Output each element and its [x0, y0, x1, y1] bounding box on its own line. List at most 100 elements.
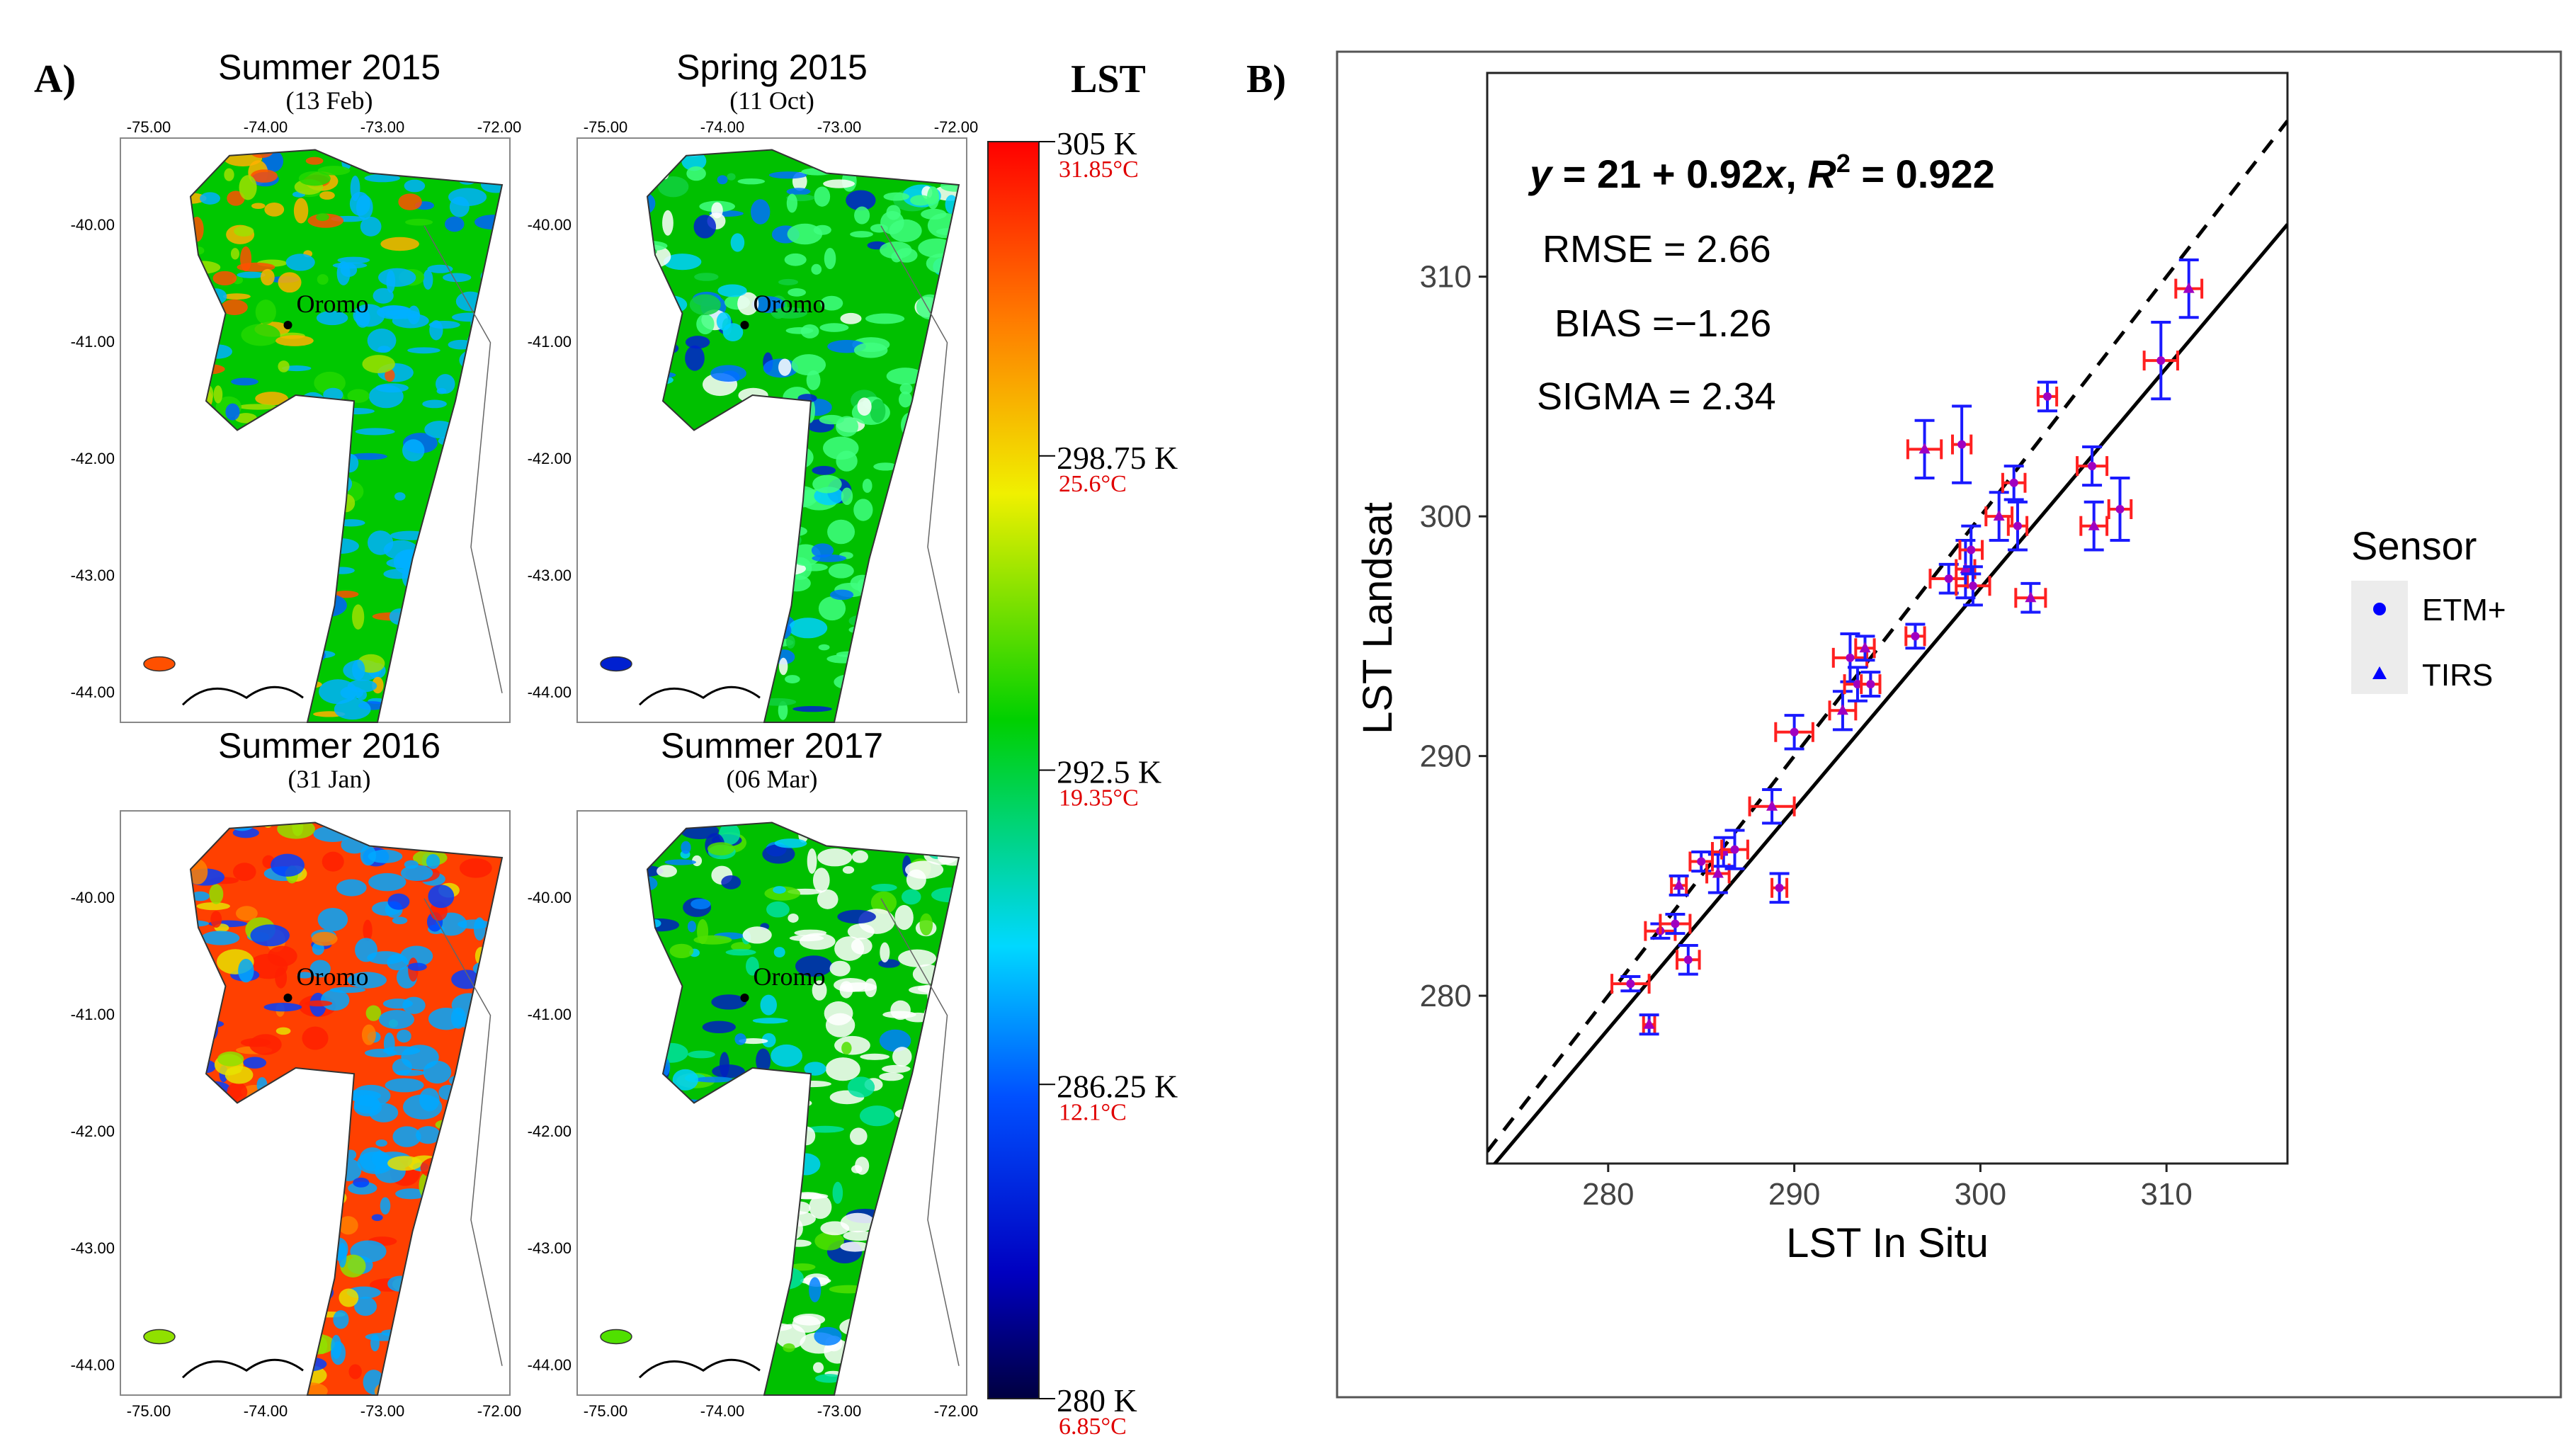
map-title: Summer 2017 [661, 726, 883, 766]
map-title: Spring 2015 [676, 47, 868, 87]
data-point [2079, 500, 2109, 552]
colorbar-c-label: 12.1°C [1059, 1099, 1127, 1125]
x-tick-label: 300 [1955, 1177, 2006, 1212]
border-line [424, 225, 503, 693]
tirs-marker [1859, 642, 1871, 653]
city-marker [283, 321, 292, 329]
colorbar-ticks: 305 K31.85°C 298.75 K25.6°C 292.5 K19.35°C… [1039, 125, 1178, 1440]
tirs-marker [2088, 519, 2100, 530]
data-point [1639, 1013, 1659, 1036]
colorbar-c-label: 25.6°C [1059, 471, 1127, 497]
city-marker [740, 321, 749, 329]
map-y-tick: -42.00 [71, 1122, 115, 1140]
data-point [1860, 671, 1882, 698]
data-point [1659, 913, 1692, 935]
data-point [2107, 477, 2133, 542]
y-axis-title: LST Landsat [1355, 502, 1401, 734]
tirs-marker [1643, 1018, 1655, 1029]
data-point [1769, 872, 1790, 904]
land-area [191, 149, 502, 722]
stat-rmse: RMSE = 2.66 [1542, 228, 1771, 271]
island [600, 656, 632, 672]
etm-marker [2115, 505, 2125, 513]
tirs-marker [1836, 704, 1848, 715]
etm-marker [1775, 883, 1784, 892]
coastline [638, 1358, 761, 1379]
map-x-tick: -72.00 [934, 118, 978, 136]
data-point [1955, 565, 1991, 607]
data-point [1676, 944, 1701, 976]
data-point [2001, 465, 2027, 501]
etm-marker [1683, 955, 1693, 965]
map-y-tick: -44.00 [528, 1356, 572, 1374]
map-y-tick: -43.00 [71, 1239, 115, 1257]
tirs-marker [1919, 443, 1931, 454]
legend-title: Sensor [2351, 523, 2477, 568]
etm-marker [1790, 727, 1799, 736]
map-date: (13 Feb) [286, 86, 373, 115]
colorbar-k-label: 298.75 K [1057, 440, 1178, 476]
data-point [1950, 404, 1973, 484]
island [600, 1329, 632, 1345]
map-title: Summer 2016 [218, 726, 440, 766]
colorbar [987, 141, 1040, 1399]
etm-marker [2009, 478, 2018, 487]
tirs-marker [1673, 879, 1685, 890]
eq-y: y [1528, 152, 1554, 196]
map-x-tick: -72.00 [477, 118, 521, 136]
island [143, 656, 176, 672]
data-point [1828, 690, 1858, 732]
colorbar-k-label: 280 K [1057, 1382, 1137, 1418]
map-x-tick: -73.00 [817, 118, 861, 136]
map-x-tick: -73.00 [360, 1402, 404, 1420]
map-date: (11 Oct) [729, 86, 814, 115]
panel-b-frame [1336, 50, 2562, 1399]
regression-equation: y = 21 + 0.92x, R2 = 0.922 [1528, 149, 1995, 196]
map-y-tick: -44.00 [71, 1356, 115, 1374]
legend-tirs-marker [2372, 666, 2387, 679]
etm-marker [1866, 680, 1875, 689]
map-x-tick: -75.00 [584, 118, 627, 136]
data-point [2142, 321, 2179, 401]
map-1: Summer 2015(13 Feb) -75.00 -74.00 -73.00 -72… [71, 47, 521, 723]
data-point [2174, 258, 2204, 319]
etm-marker [2088, 462, 2097, 471]
city-label: Oromo [297, 962, 369, 991]
data-point [1904, 622, 1926, 650]
colorbar-k-label: 286.25 K [1057, 1068, 1178, 1104]
map-y-tick: -43.00 [528, 1239, 572, 1257]
map-x-tick: -75.00 [127, 118, 171, 136]
eq-r-sup: 2 [1836, 149, 1851, 178]
data-point [1610, 974, 1651, 994]
panel-a-label: A) [34, 57, 76, 101]
etm-marker [2043, 392, 2052, 401]
data-point [2076, 445, 2109, 487]
data-point [1748, 788, 1796, 825]
tirs-marker [1712, 867, 1724, 878]
city-label: Oromo [754, 962, 826, 991]
y-tick-label: 280 [1420, 979, 1472, 1013]
colorbar-c-label: 19.35°C [1059, 785, 1139, 812]
identity-line [1487, 120, 2287, 1153]
city-marker [740, 994, 749, 1002]
map-grid: Summer 2015(13 Feb) -75.00 -74.00 -73.00 -72… [71, 47, 979, 1420]
map-y-tick: -40.00 [71, 216, 115, 234]
etm-marker [1626, 979, 1635, 989]
map-date: (31 Jan) [288, 765, 371, 793]
map-x-tick: -75.00 [584, 1402, 627, 1420]
data-point [2014, 581, 2047, 614]
x-tick-label: 280 [1582, 1177, 1634, 1212]
map-y-tick: -44.00 [528, 683, 572, 701]
eq-r: R [1807, 152, 1836, 196]
stat-sigma: SIGMA = 2.34 [1537, 375, 1776, 418]
x-axis-title: LST In Situ [1786, 1220, 1989, 1266]
tirs-marker [1993, 510, 2005, 521]
map-3: Summer 2016(31 Jan) -75.00 -74.00 -73.00 -72… [71, 726, 522, 1420]
regression-line [1492, 223, 2287, 1164]
map-x-tick: -72.00 [477, 1402, 521, 1420]
etm-marker [1911, 632, 1920, 641]
map-date: (06 Mar) [727, 765, 818, 793]
map-x-tick: -72.00 [934, 1402, 978, 1420]
